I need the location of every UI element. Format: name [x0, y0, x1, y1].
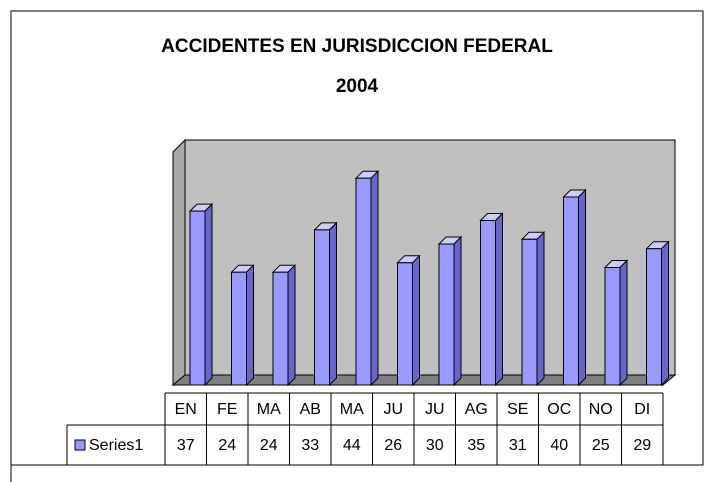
value-label: 24: [260, 437, 278, 454]
value-label: 29: [633, 437, 651, 454]
bar: [314, 229, 330, 386]
value-label: 25: [592, 437, 610, 454]
bar: [355, 177, 372, 386]
bar-side: [370, 169, 379, 387]
bar: [604, 267, 621, 386]
bar: [480, 220, 496, 386]
category-label: OC: [547, 401, 571, 418]
bar: [189, 210, 206, 386]
value-label: 31: [509, 437, 527, 454]
value-label: 40: [550, 437, 568, 454]
value-label: 30: [426, 437, 444, 454]
category-label: MA: [257, 401, 281, 418]
bar-side: [536, 231, 545, 387]
chart-title: ACCIDENTES EN JURISDICCION FEDERAL: [161, 36, 553, 57]
bar-side: [412, 254, 420, 387]
bar: [563, 196, 579, 386]
bar-side: [578, 188, 586, 387]
value-label: 35: [467, 437, 485, 454]
value-label: 44: [343, 437, 361, 454]
bar: [397, 262, 413, 386]
legend-label: Series1: [89, 437, 143, 454]
bar-side: [619, 259, 628, 387]
floor: [171, 374, 677, 386]
bar-side: [661, 240, 669, 387]
bar-side: [204, 202, 213, 387]
side-wall: [172, 138, 186, 387]
legend-swatch: [74, 439, 86, 451]
bar: [231, 271, 247, 386]
category-label: EN: [175, 401, 197, 418]
category-label: JU: [383, 401, 403, 418]
value-label: 26: [384, 437, 402, 454]
bar-side: [453, 235, 462, 387]
category-label: AB: [300, 401, 321, 418]
category-label: AG: [465, 401, 488, 418]
category-label: FE: [217, 401, 237, 418]
bar-side: [329, 221, 337, 387]
bar-side: [495, 212, 503, 387]
value-label: 37: [177, 437, 195, 454]
value-label: 33: [301, 437, 319, 454]
category-label: DI: [634, 401, 650, 418]
category-label: JU: [425, 401, 445, 418]
bar-side: [246, 263, 254, 387]
bar: [646, 248, 662, 386]
chart-title: 2004: [336, 76, 379, 97]
bar: [272, 271, 289, 386]
category-label: SE: [507, 401, 528, 418]
bar: [438, 243, 455, 386]
bar: [521, 238, 538, 386]
back-wall: [184, 139, 676, 376]
bar-side: [287, 263, 296, 387]
category-label: MA: [340, 401, 364, 418]
category-label: NO: [589, 401, 613, 418]
value-label: 24: [218, 437, 236, 454]
